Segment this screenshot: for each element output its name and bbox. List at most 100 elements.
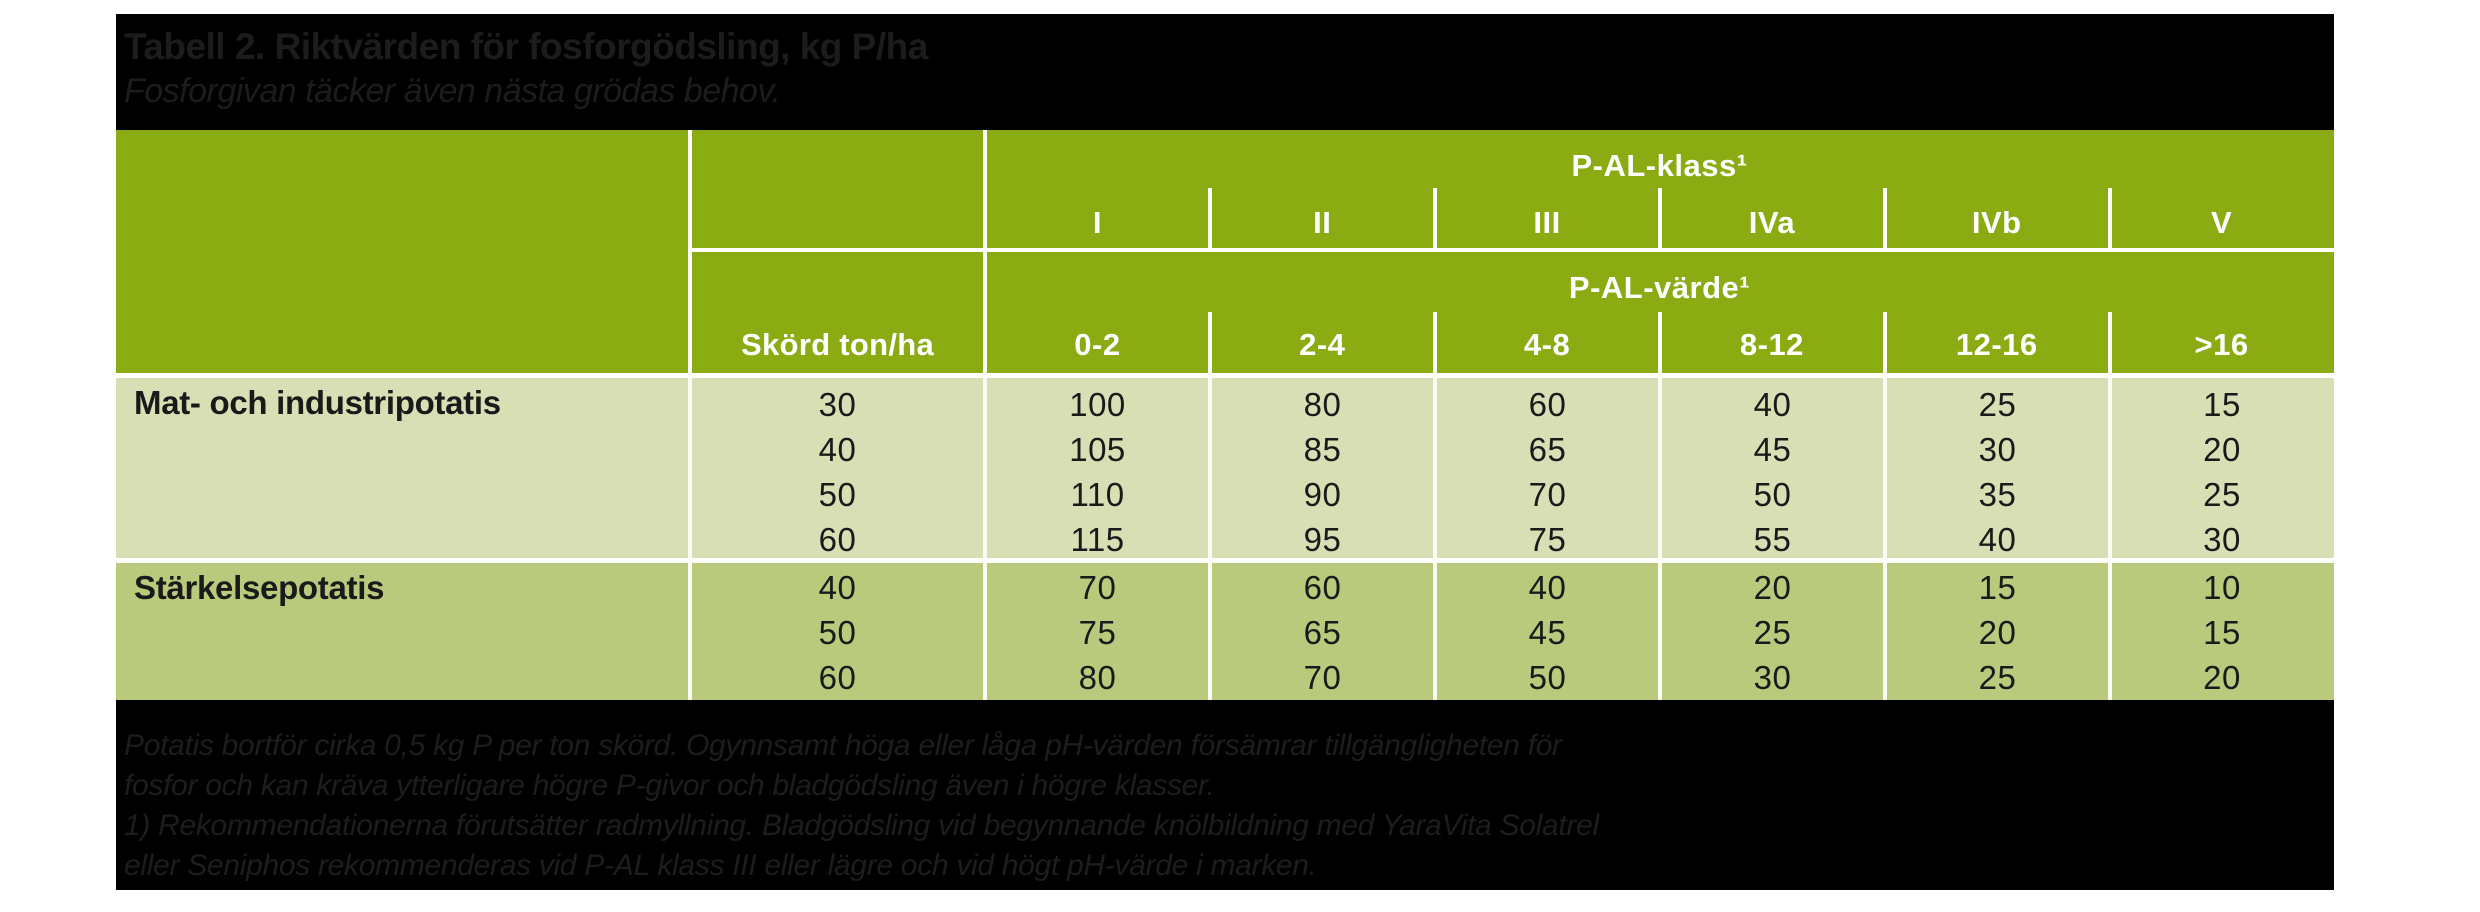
- p-cell: 75: [1078, 613, 1117, 651]
- class-header-cell: IVa: [1748, 205, 1796, 240]
- p-cell: 35: [1978, 475, 2017, 513]
- table-header: P-AL-klass¹ I II III IVa IVb V P-AL-värd…: [116, 130, 2334, 373]
- p-cell: 45: [1528, 613, 1567, 651]
- column-divider: [983, 563, 987, 700]
- p-cell: 25: [1978, 658, 2017, 696]
- pal-varde-label: P-AL-värde¹: [1568, 270, 1751, 305]
- p-cell: 15: [2203, 385, 2241, 423]
- table-row: 40 70 60 40 20 15 10: [116, 565, 2334, 610]
- class-header-cell: I: [1092, 205, 1102, 240]
- value-header-row: 0-2 2-4 4-8 8-12 12-16 >16: [985, 318, 2334, 372]
- crop-name: Mat- och industripotatis: [134, 384, 501, 421]
- p-cell: 60: [1528, 385, 1567, 423]
- column-divider: [983, 378, 987, 558]
- p-cell: 100: [1069, 385, 1126, 423]
- p-cell: 70: [1528, 475, 1567, 513]
- p-cell: 30: [2203, 520, 2241, 558]
- p-cell: 40: [1978, 520, 2017, 558]
- footnote-line: 1) Rekommendationerna förutsätter radmyl…: [124, 809, 1599, 842]
- p-cell: 65: [1528, 430, 1567, 468]
- footnote-line: eller Seniphos rekommenderas vid P-AL kl…: [124, 849, 1317, 882]
- footnote-line: Potatis bortför cirka 0,5 kg P per ton s…: [124, 729, 1562, 762]
- p-cell: 85: [1303, 430, 1342, 468]
- skord-cell: 40: [818, 430, 857, 468]
- fertilization-table: P-AL-klass¹ I II III IVa IVb V P-AL-värd…: [116, 130, 2334, 700]
- column-divider: [1208, 563, 1212, 700]
- column-divider: [2108, 563, 2112, 700]
- value-header-cell: >16: [2194, 327, 2249, 362]
- class-divider: [2108, 188, 2112, 250]
- class-divider: [1883, 188, 1887, 250]
- value-divider: [2108, 312, 2112, 373]
- p-cell: 20: [1978, 613, 2017, 651]
- value-header-cell: 12-16: [1955, 327, 2038, 362]
- p-cell: 10: [2203, 568, 2241, 606]
- skord-cell: 30: [818, 385, 857, 423]
- p-cell: 55: [1753, 520, 1792, 558]
- p-cell: 110: [1070, 475, 1125, 513]
- value-header-cell: 4-8: [1523, 327, 1571, 362]
- p-cell: 25: [2203, 475, 2241, 513]
- class-divider: [1658, 188, 1662, 250]
- table-row: 60 115 95 75 55 40 30: [116, 517, 2334, 562]
- column-divider: [1433, 563, 1437, 700]
- value-header-cell: 2-4: [1299, 327, 1346, 362]
- table-row: 40 105 85 65 45 30 20: [116, 427, 2334, 472]
- p-cell: 30: [1978, 430, 2017, 468]
- p-cell: 65: [1303, 613, 1342, 651]
- p-cell: 70: [1078, 568, 1117, 606]
- value-divider: [1883, 312, 1887, 373]
- skord-cell: 60: [818, 520, 857, 558]
- p-cell: 105: [1069, 430, 1126, 468]
- value-header-cell: 0-2: [1074, 327, 1121, 362]
- column-divider: [1658, 378, 1662, 558]
- skord-cell: 60: [818, 658, 857, 696]
- column-divider: [1658, 563, 1662, 700]
- p-cell: 80: [1303, 385, 1342, 423]
- value-divider: [1433, 312, 1437, 373]
- p-cell: 95: [1303, 520, 1342, 558]
- table-subtitle: Fosforgivan täcker även nästa grödas beh…: [124, 72, 781, 110]
- p-cell: 25: [1978, 385, 2017, 423]
- class-header-row: I II III IVa IVb V: [985, 196, 2334, 250]
- class-divider: [1433, 188, 1437, 250]
- p-cell: 50: [1528, 658, 1567, 696]
- p-cell: 60: [1303, 568, 1342, 606]
- column-divider: [688, 563, 692, 700]
- p-cell: 75: [1528, 520, 1567, 558]
- column-divider: [2108, 378, 2112, 558]
- skord-cell: 50: [818, 613, 857, 651]
- class-divider: [1208, 188, 1212, 250]
- class-header-cell: III: [1533, 205, 1561, 240]
- p-cell: 90: [1303, 475, 1342, 513]
- skord-header-cell: Skörd ton/ha: [740, 327, 935, 362]
- p-cell: 20: [1753, 568, 1792, 606]
- p-cell: 15: [1978, 568, 2017, 606]
- class-header-cell: II: [1313, 205, 1332, 240]
- table-row: 60 80 70 50 30 25 20: [116, 655, 2334, 700]
- p-cell: 20: [2203, 658, 2241, 696]
- column-divider: [1208, 378, 1212, 558]
- footnote-line: fosfor och kan kräva ytterligare högre P…: [124, 769, 1215, 802]
- p-cell: 25: [1753, 613, 1792, 651]
- p-cell: 70: [1303, 658, 1342, 696]
- p-cell: 20: [2203, 430, 2241, 468]
- skord-cell: 50: [818, 475, 857, 513]
- p-cell: 50: [1753, 475, 1792, 513]
- column-divider: [1433, 378, 1437, 558]
- column-divider: [1883, 563, 1887, 700]
- column-divider: [1883, 378, 1887, 558]
- value-divider: [1208, 312, 1212, 373]
- value-divider: [1658, 312, 1662, 373]
- group-divider: [116, 558, 2334, 563]
- crop-name: Stärkelsepotatis: [134, 569, 385, 606]
- p-cell: 40: [1528, 568, 1567, 606]
- table-row: 30 100 80 60 40 25 15: [116, 382, 2334, 427]
- table-row: 50 75 65 45 25 20 15: [116, 610, 2334, 655]
- pal-klass-label: P-AL-klass¹: [1571, 148, 1748, 183]
- p-cell: 15: [2203, 613, 2241, 651]
- class-header-cell: V: [2210, 205, 2233, 240]
- class-header-cell: IVb: [1971, 205, 2022, 240]
- p-cell: 45: [1753, 430, 1792, 468]
- p-cell: 80: [1078, 658, 1117, 696]
